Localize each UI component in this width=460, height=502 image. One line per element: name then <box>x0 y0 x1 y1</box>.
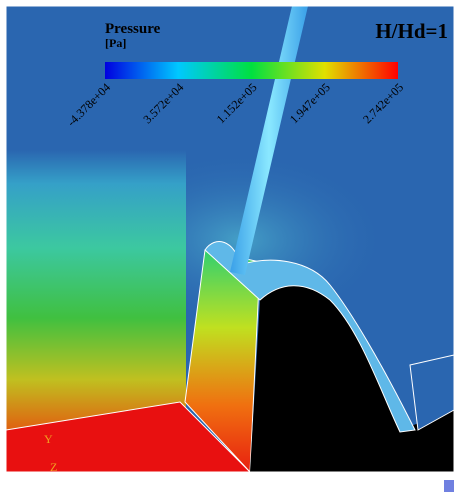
cfd-view: Pressure [Pa] -4.378e+043.572e+041.152e+… <box>0 0 460 502</box>
legend-unit: [Pa] <box>105 36 126 50</box>
brand: CFX <box>400 479 433 498</box>
condition: H/Hd=1 <box>375 19 448 43</box>
legend-title: Pressure <box>105 21 161 37</box>
side-wall <box>6 150 186 430</box>
colorbar <box>105 62 398 79</box>
axis-y: Y <box>44 432 53 446</box>
axis-z: Z <box>50 460 57 474</box>
brand-logo <box>444 480 454 492</box>
